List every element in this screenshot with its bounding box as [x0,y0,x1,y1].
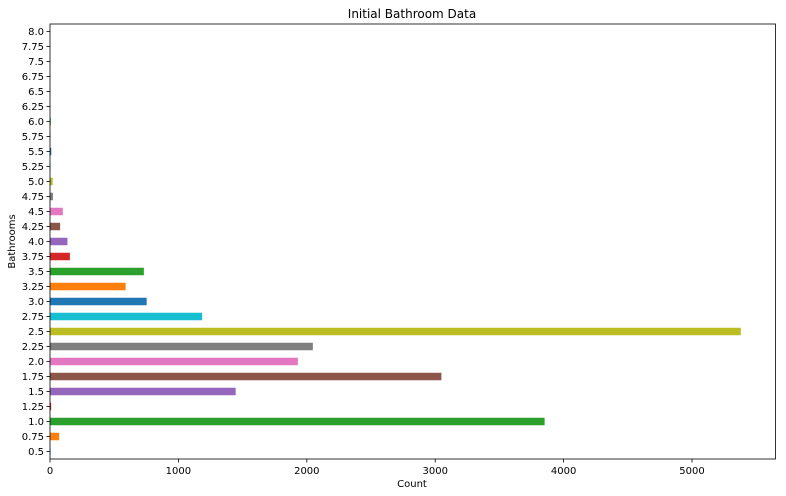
bar-1.5 [50,387,236,396]
bar-1.25 [50,402,52,411]
y-tick-label: 6.75 [22,72,44,83]
y-tick-label: 0.75 [22,432,44,443]
y-tick-label: 0.5 [28,447,44,458]
y-tick-label: 2.5 [28,327,44,338]
bars-group [50,27,741,456]
y-tick-label: 7.75 [22,42,44,53]
bar-3.0 [50,297,147,306]
bar-4.5 [50,207,63,216]
y-tick-label: 6.0 [28,117,44,128]
bar-5.0 [50,177,53,186]
y-tick-label: 1.5 [28,387,44,398]
y-tick-label: 3.0 [28,297,44,308]
y-tick-label: 5.75 [22,132,44,143]
y-tick-label: 5.25 [22,162,44,173]
bar-4.0 [50,237,68,246]
bar-2.0 [50,357,298,366]
y-tick-label: 4.5 [28,207,44,218]
bar-2.25 [50,342,313,351]
y-tick-label: 4.0 [28,237,44,248]
bar-2.75 [50,312,203,321]
y-tick-label: 1.0 [28,417,44,428]
bar-3.75 [50,252,70,261]
x-tick-label: 2000 [294,466,319,477]
y-tick-label: 2.25 [22,342,44,353]
x-tick-label: 3000 [422,466,447,477]
bar-3.25 [50,282,126,291]
y-tick-label: 4.25 [22,222,44,233]
y-tick-label: 8.0 [28,27,44,38]
bar-3.5 [50,267,144,276]
bar-4.75 [50,192,53,201]
bar-0.75 [50,432,60,441]
y-axis-label: Bathrooms [7,214,18,268]
x-tick-label: 1000 [166,466,191,477]
y-tick-label: 2.0 [28,357,44,368]
y-tick-label: 5.5 [28,147,44,158]
y-tick-label: 1.75 [22,372,44,383]
chart-title: Initial Bathroom Data [348,7,476,21]
bar-5.5 [50,147,52,156]
bar-2.5 [50,327,741,336]
x-tick-label: 4000 [551,466,576,477]
y-tick-label: 6.5 [28,87,44,98]
x-axis-ticks: 0 1000 2000 3000 4000 5000 [47,459,705,477]
bar-1.75 [50,372,442,381]
x-axis-label: Count [397,479,427,490]
bar-4.25 [50,222,61,231]
x-tick-label: 0 [47,466,53,477]
y-tick-label: 7.5 [28,57,44,68]
bar-1.0 [50,417,545,426]
x-tick-label: 5000 [679,466,704,477]
y-tick-label: 3.75 [22,252,44,263]
y-tick-label: 1.25 [22,402,44,413]
y-tick-label: 4.75 [22,192,44,203]
y-tick-label: 3.5 [28,267,44,278]
y-tick-label: 2.75 [22,312,44,323]
y-tick-label: 5.0 [28,177,44,188]
y-axis-ticks: 0.5 0.75 1.0 1.25 1.5 1.75 2.0 2.25 2.5 2.75 3.0 3.… [22,27,50,458]
y-tick-label: 3.25 [22,282,44,293]
y-tick-label: 6.25 [22,102,44,113]
